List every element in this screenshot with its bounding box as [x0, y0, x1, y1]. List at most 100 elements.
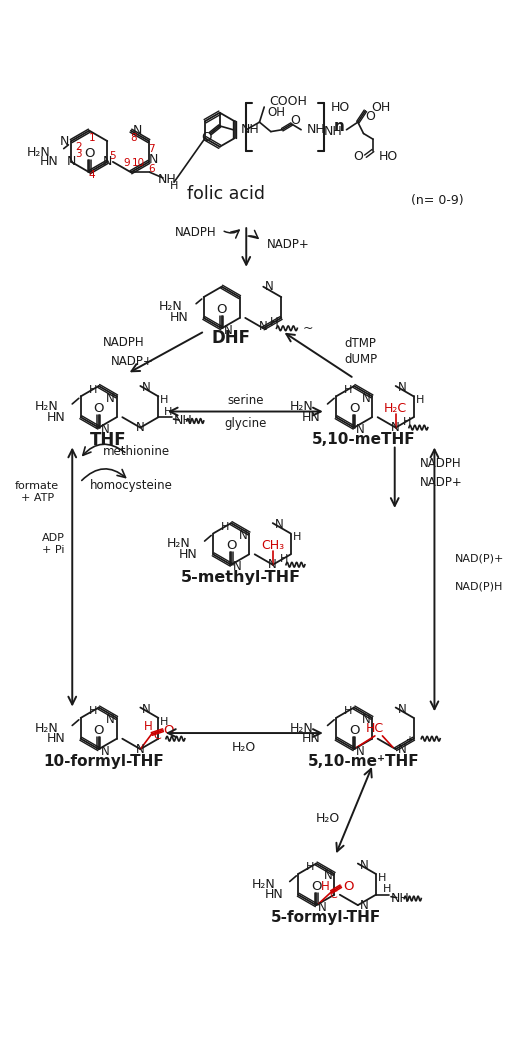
Text: folic acid: folic acid — [188, 185, 265, 203]
Text: methionine: methionine — [102, 445, 170, 458]
Text: N: N — [103, 155, 112, 168]
Text: N: N — [142, 702, 151, 716]
Text: H₂C: H₂C — [384, 402, 407, 415]
Text: ADP
+ Pi: ADP + Pi — [42, 533, 65, 554]
Text: NADPH: NADPH — [420, 457, 462, 470]
Text: H: H — [403, 417, 411, 427]
Text: NADP+: NADP+ — [420, 476, 463, 489]
Text: HC: HC — [366, 721, 384, 735]
Text: H: H — [378, 873, 386, 883]
Text: N: N — [106, 392, 115, 405]
Text: O: O — [349, 402, 359, 415]
Text: H: H — [344, 384, 352, 395]
Text: NADPH: NADPH — [175, 227, 217, 239]
Text: n: n — [333, 120, 344, 134]
Text: H: H — [221, 522, 229, 532]
Text: ~: ~ — [303, 321, 314, 335]
Text: 5-formyl-THF: 5-formyl-THF — [270, 910, 381, 925]
Text: HN: HN — [170, 312, 189, 324]
Text: H₂N: H₂N — [252, 878, 276, 890]
Text: N: N — [265, 280, 274, 293]
Text: H: H — [383, 884, 391, 895]
Text: 8: 8 — [131, 133, 137, 143]
Text: NADP+: NADP+ — [111, 355, 154, 368]
Text: H: H — [160, 395, 169, 405]
Text: N: N — [391, 421, 400, 434]
Text: N: N — [136, 742, 145, 756]
Text: O: O — [343, 880, 354, 892]
Text: N: N — [361, 713, 370, 727]
Text: +: + — [405, 735, 413, 744]
Text: H: H — [270, 316, 279, 329]
Text: C: C — [329, 889, 337, 900]
Text: HN: HN — [47, 732, 66, 745]
Text: N: N — [106, 713, 115, 727]
Text: 5,10-meTHF: 5,10-meTHF — [311, 433, 415, 447]
Text: HN: HN — [179, 548, 198, 561]
Text: O: O — [311, 880, 321, 892]
Text: HO: HO — [379, 150, 398, 163]
Text: H: H — [88, 707, 97, 716]
Text: 4: 4 — [89, 170, 96, 181]
Text: N: N — [318, 901, 327, 914]
Text: O: O — [94, 723, 104, 737]
Text: H: H — [280, 554, 288, 564]
Text: OH: OH — [371, 101, 390, 113]
Text: O: O — [365, 110, 375, 123]
Text: H: H — [306, 862, 315, 873]
Text: N: N — [142, 381, 151, 395]
Text: dTMP: dTMP — [344, 337, 376, 350]
Text: H: H — [170, 182, 178, 191]
Text: N: N — [101, 423, 109, 436]
Text: 5: 5 — [109, 151, 116, 162]
Text: 5-methyl-THF: 5-methyl-THF — [180, 569, 301, 585]
Text: N: N — [238, 529, 247, 542]
Text: H₂N: H₂N — [167, 538, 190, 550]
Text: H: H — [88, 384, 97, 395]
Text: HN: HN — [47, 411, 66, 424]
Text: HN: HN — [302, 411, 321, 424]
Text: O: O — [163, 723, 174, 737]
Text: H₂O: H₂O — [232, 740, 256, 754]
Text: 5,10-me⁺THF: 5,10-me⁺THF — [308, 754, 419, 769]
Text: O: O — [201, 131, 212, 144]
Text: DHF: DHF — [212, 329, 251, 346]
Text: N: N — [361, 392, 370, 405]
Text: 10-formyl-THF: 10-formyl-THF — [43, 754, 164, 769]
Text: NADP+: NADP+ — [267, 237, 310, 251]
Text: NH: NH — [307, 123, 325, 136]
Text: 9: 9 — [124, 158, 131, 168]
Text: N: N — [397, 742, 406, 756]
Text: H: H — [344, 707, 352, 716]
Text: 1: 1 — [89, 133, 96, 143]
Text: NH: NH — [174, 415, 192, 427]
Text: N: N — [274, 519, 283, 531]
Text: N: N — [324, 869, 333, 882]
Text: N: N — [397, 381, 406, 395]
Text: H: H — [292, 532, 301, 542]
Text: NAD(P)+: NAD(P)+ — [455, 553, 505, 563]
Text: O: O — [226, 540, 236, 552]
Text: H₂N: H₂N — [159, 300, 183, 313]
Text: H₂N: H₂N — [34, 721, 58, 735]
Text: COOH: COOH — [269, 94, 307, 108]
Text: HN: HN — [302, 732, 321, 745]
Text: NH: NH — [324, 125, 343, 139]
Text: 3: 3 — [76, 149, 82, 160]
Text: N: N — [233, 560, 242, 573]
Text: N: N — [224, 323, 232, 337]
Text: O: O — [84, 147, 95, 160]
Text: NH: NH — [391, 892, 410, 905]
Text: C: C — [154, 731, 161, 741]
Text: N: N — [360, 899, 369, 911]
Text: H₂N: H₂N — [34, 400, 58, 414]
Text: O: O — [349, 723, 359, 737]
Text: 6: 6 — [149, 165, 155, 174]
Text: HN: HN — [39, 155, 58, 168]
Text: N: N — [101, 744, 109, 757]
Text: H: H — [416, 395, 424, 405]
Text: H₂N: H₂N — [27, 146, 50, 159]
Text: H₂N: H₂N — [289, 400, 314, 414]
Text: O: O — [216, 302, 227, 316]
Text: N: N — [133, 124, 142, 138]
